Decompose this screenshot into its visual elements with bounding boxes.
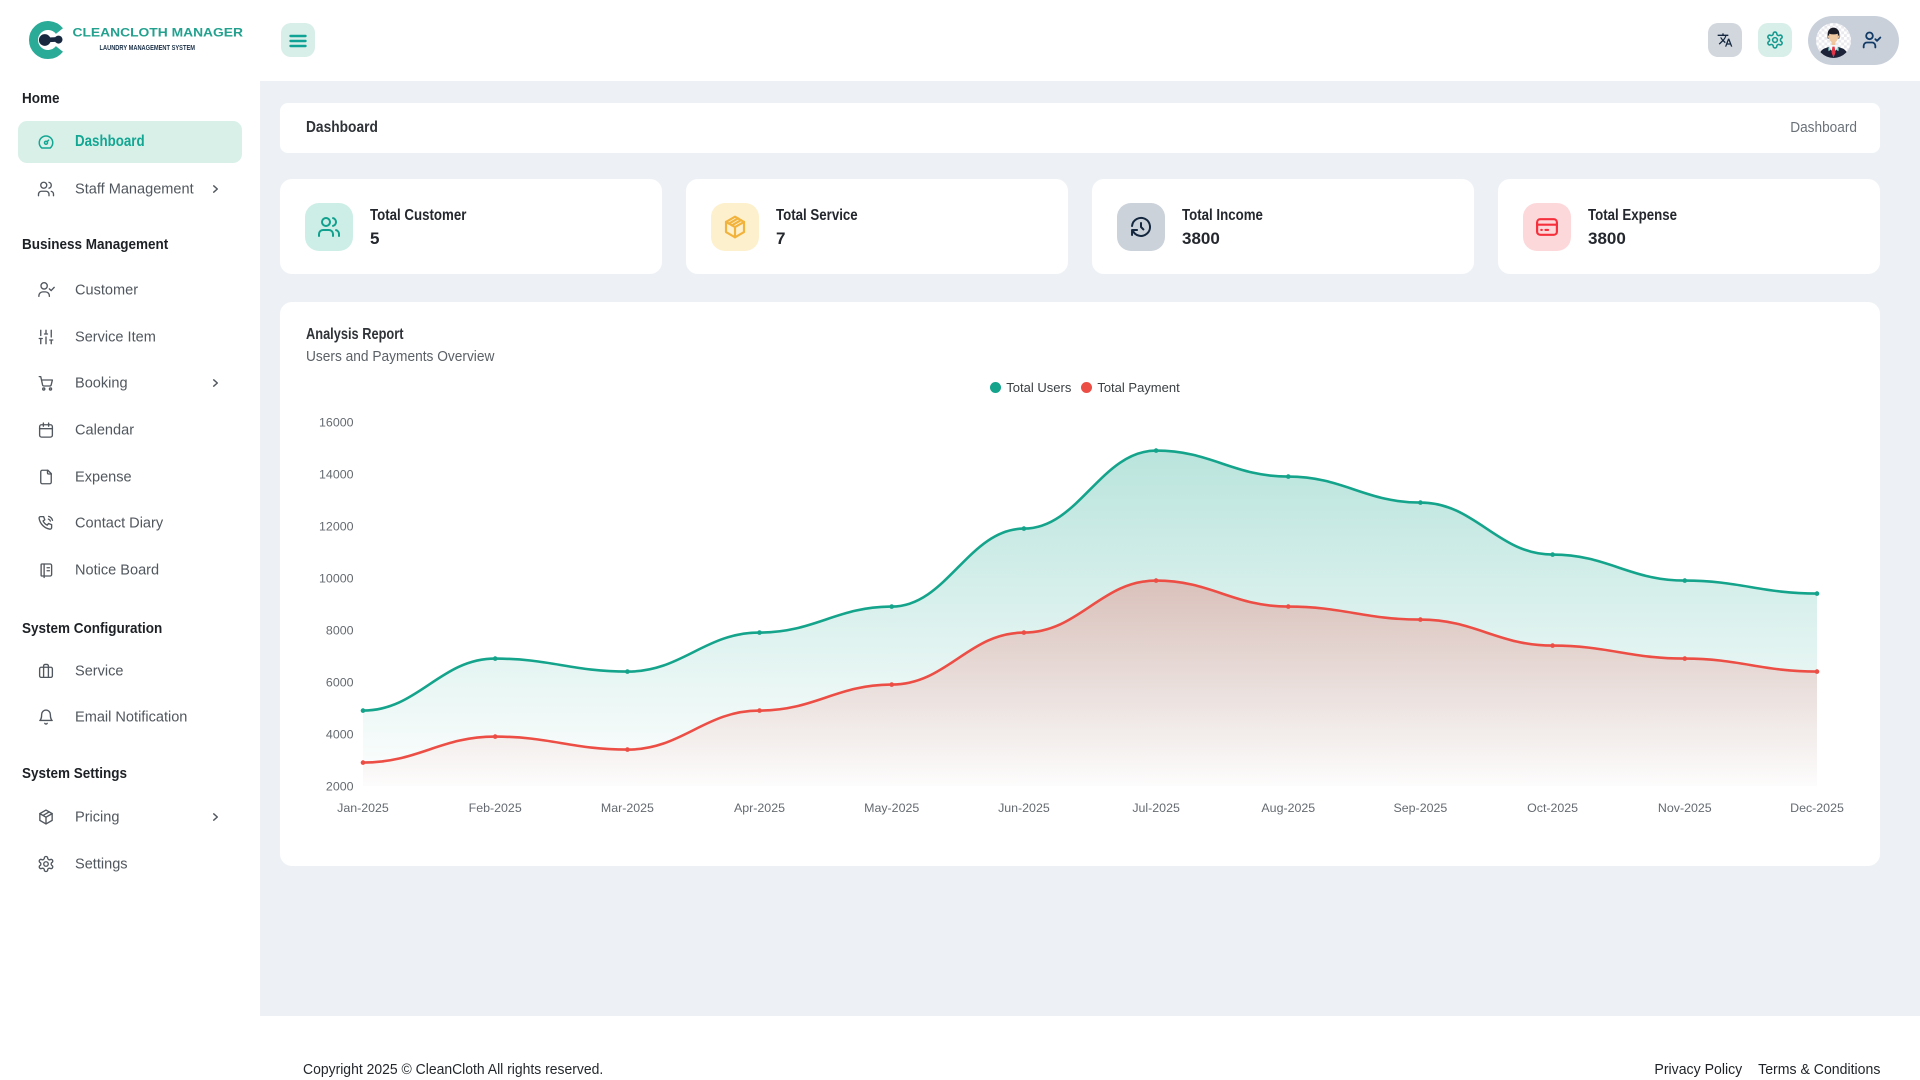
svg-text:Feb-2025: Feb-2025 <box>469 801 522 815</box>
svg-text:Jan-2025: Jan-2025 <box>337 801 389 815</box>
svg-text:16000: 16000 <box>319 415 354 429</box>
svg-text:12000: 12000 <box>319 519 354 533</box>
svg-text:6000: 6000 <box>326 675 354 689</box>
svg-text:Dec-2025: Dec-2025 <box>1790 801 1844 815</box>
svg-text:CLEANCLOTH MANAGER: CLEANCLOTH MANAGER <box>73 26 244 40</box>
svg-text:Oct-2025: Oct-2025 <box>1527 801 1578 815</box>
svg-text:Sep-2025: Sep-2025 <box>1394 801 1448 815</box>
svg-text:Jul-2025: Jul-2025 <box>1132 801 1180 815</box>
svg-text:4000: 4000 <box>326 727 354 741</box>
svg-text:Mar-2025: Mar-2025 <box>601 801 654 815</box>
svg-text:2000: 2000 <box>326 779 354 793</box>
svg-text:10000: 10000 <box>319 571 354 585</box>
svg-text:Apr-2025: Apr-2025 <box>734 801 785 815</box>
svg-text:14000: 14000 <box>319 467 354 481</box>
svg-text:8000: 8000 <box>326 623 354 637</box>
svg-text:Nov-2025: Nov-2025 <box>1658 801 1712 815</box>
svg-text:Jun-2025: Jun-2025 <box>998 801 1050 815</box>
svg-text:Aug-2025: Aug-2025 <box>1261 801 1315 815</box>
svg-text:LAUNDRY MANAGEMENT SYSTEM: LAUNDRY MANAGEMENT SYSTEM <box>100 45 196 52</box>
svg-text:May-2025: May-2025 <box>864 801 919 815</box>
